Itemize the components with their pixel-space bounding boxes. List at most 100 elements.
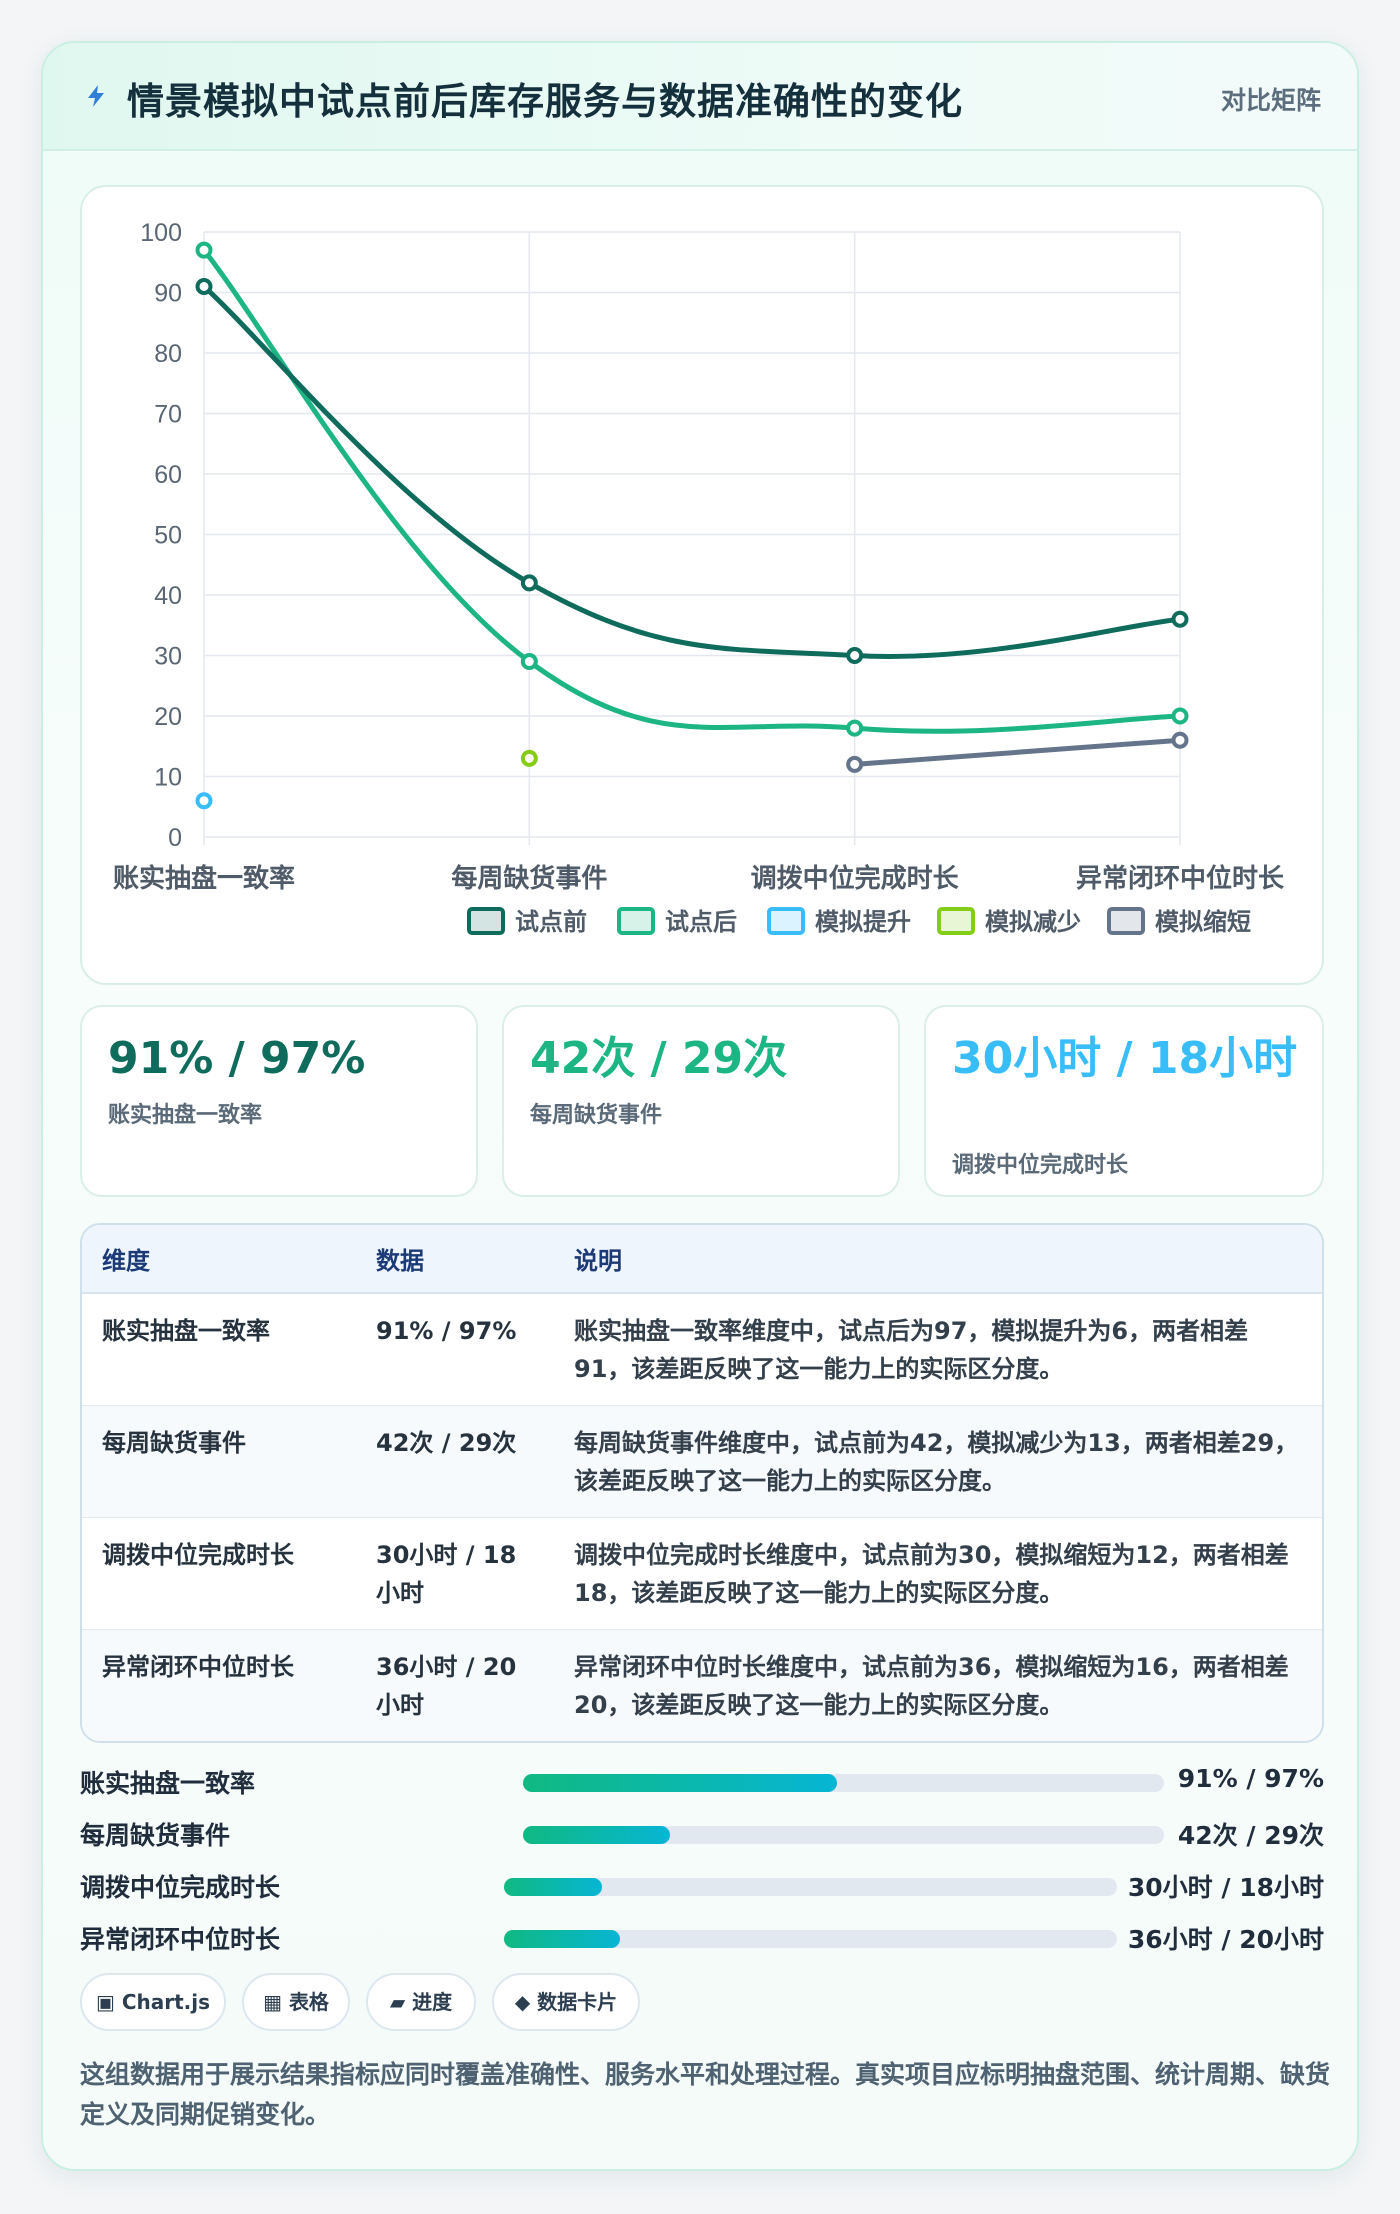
progress-fill bbox=[523, 1774, 838, 1792]
progress-value: 36小时 / 20小时 bbox=[1127, 1925, 1324, 1954]
pill-label: 进度 bbox=[412, 1990, 453, 2014]
data-point bbox=[520, 653, 538, 671]
y-tick-label: 100 bbox=[140, 219, 182, 247]
legend-label: 试点前 bbox=[515, 908, 587, 936]
kpi-value: 30小时 / 18小时 bbox=[952, 1033, 1298, 1084]
series-line bbox=[201, 283, 1183, 659]
pill-label: 表格 bbox=[288, 1990, 329, 2014]
pill-progress[interactable]: ▰ 进度 bbox=[366, 1973, 476, 2031]
progress-label: 每周缺货事件 bbox=[80, 1821, 231, 1850]
y-tick-label: 40 bbox=[154, 582, 182, 610]
cell-dimension: 账实抽盘一致率 bbox=[82, 1293, 356, 1406]
legend-label: 模拟缩短 bbox=[1155, 908, 1251, 936]
y-tick-label: 30 bbox=[154, 643, 182, 671]
line-chart: 0 10 20 30 40 50 60 70 80 90 100 账实抽盘一致率 每周缺货事件 调拨中位完… bbox=[113, 219, 1285, 936]
table-row: 每周缺货事件 42次 / 29次 每周缺货事件维度中，试点前为42，模拟减少为1… bbox=[82, 1405, 1322, 1518]
cell-description: 异常闭环中位时长维度中，试点前为36，模拟缩短为16，两者相差20，该差距反映了… bbox=[554, 1629, 1322, 1741]
legend-swatch bbox=[1107, 907, 1145, 935]
footnote: 这组数据用于展示结果指标应同时覆盖准确性、服务水平和处理过程。真实项目应标明抽盘… bbox=[80, 2060, 1331, 2129]
cell-data: 30小时 / 18小时 bbox=[356, 1517, 554, 1630]
x-tick-label: 调拨中位完成时长 bbox=[751, 863, 960, 894]
data-point bbox=[195, 792, 213, 810]
progress-row-exception: 异常闭环中位时长 36小时 / 20小时 bbox=[80, 1918, 1324, 1958]
chart-icon: ▣ bbox=[95, 1990, 115, 2014]
cell-data: 91% / 97% bbox=[356, 1293, 554, 1406]
progress-fill bbox=[523, 1826, 671, 1844]
data-point bbox=[195, 277, 213, 295]
main-card: 情景模拟中试点前后库存服务与数据准确性的变化 对比矩阵 0 10 20 30 40 50 6… bbox=[41, 41, 1359, 2171]
progress-track bbox=[523, 1774, 1164, 1792]
pill-label: 数据卡片 bbox=[537, 1990, 618, 2014]
kpi-value: 91% / 97% bbox=[108, 1033, 366, 1084]
cell-description: 每周缺货事件维度中，试点前为42，模拟减少为13，两者相差29，该差距反映了这一… bbox=[554, 1405, 1322, 1518]
series-line bbox=[201, 247, 1183, 734]
y-tick-label: 80 bbox=[154, 340, 182, 368]
data-point bbox=[1171, 610, 1189, 628]
legend-swatch bbox=[617, 907, 655, 935]
progress-value: 91% / 97% bbox=[1177, 1764, 1324, 1793]
column-header: 数据 bbox=[356, 1225, 554, 1294]
progress-fill bbox=[504, 1930, 621, 1948]
x-tick-label: 每周缺货事件 bbox=[451, 863, 607, 894]
pill-label: Chart.js bbox=[121, 1990, 211, 2014]
cell-data: 36小时 / 20小时 bbox=[356, 1629, 554, 1741]
table-header-row: 维度 数据 说明 bbox=[82, 1225, 1322, 1294]
cell-description: 账实抽盘一致率维度中，试点后为97，模拟提升为6，两者相差91，该差距反映了这一… bbox=[554, 1293, 1322, 1406]
view-tag: 对比矩阵 bbox=[1220, 86, 1321, 115]
series-line bbox=[852, 737, 1183, 767]
x-tick-label: 账实抽盘一致率 bbox=[113, 863, 295, 894]
cell-data: 42次 / 29次 bbox=[356, 1405, 554, 1518]
y-tick-label: 70 bbox=[154, 401, 182, 429]
header: 情景模拟中试点前后库存服务与数据准确性的变化 对比矩阵 bbox=[43, 43, 1357, 151]
cell-dimension: 异常闭环中位时长 bbox=[82, 1629, 356, 1741]
progress-label: 调拨中位完成时长 bbox=[80, 1873, 281, 1902]
y-tick-label: 10 bbox=[154, 764, 182, 792]
kpi-card-transfer: 30小时 / 18小时 调拨中位完成时长 bbox=[924, 1005, 1324, 1197]
pill-table[interactable]: ▦ 表格 bbox=[242, 1973, 350, 2031]
progress-fill bbox=[504, 1878, 603, 1896]
progress-track bbox=[504, 1878, 1117, 1896]
kpi-card-stockout: 42次 / 29次 每周缺货事件 bbox=[502, 1005, 900, 1197]
legend-label: 模拟减少 bbox=[985, 908, 1081, 936]
data-point bbox=[1171, 731, 1189, 749]
table-row: 账实抽盘一致率 91% / 97% 账实抽盘一致率维度中，试点后为97，模拟提升… bbox=[82, 1293, 1322, 1406]
data-point bbox=[195, 241, 213, 259]
progress-value: 30小时 / 18小时 bbox=[1127, 1873, 1324, 1902]
kpi-label: 调拨中位完成时长 bbox=[952, 1153, 1129, 1178]
y-tick-label: 50 bbox=[154, 522, 182, 550]
data-point bbox=[1171, 707, 1189, 725]
legend-label: 试点后 bbox=[665, 908, 737, 936]
diamond-icon: ◆ bbox=[514, 1990, 531, 2014]
x-tick-label: 异常闭环中位时长 bbox=[1076, 863, 1285, 894]
legend-swatch bbox=[467, 907, 505, 935]
data-point bbox=[520, 749, 538, 767]
lightning-icon bbox=[88, 85, 104, 107]
y-tick-label: 0 bbox=[168, 824, 182, 852]
legend-label: 模拟提升 bbox=[815, 908, 911, 936]
pill-data-cards[interactable]: ◆ 数据卡片 bbox=[492, 1973, 640, 2031]
data-point bbox=[846, 647, 864, 664]
data-point bbox=[846, 719, 864, 737]
comparison-table: 维度 数据 说明 账实抽盘一致率 91% / 97% 账实抽盘一致率维度中，试点… bbox=[80, 1223, 1324, 1743]
kpi-label: 每周缺货事件 bbox=[530, 1103, 663, 1128]
legend-swatch bbox=[767, 907, 805, 935]
y-tick-label: 90 bbox=[154, 280, 182, 308]
table-row: 调拨中位完成时长 30小时 / 18小时 调拨中位完成时长维度中，试点前为30，… bbox=[82, 1517, 1322, 1630]
legend-swatch bbox=[937, 907, 975, 935]
table-icon: ▦ bbox=[263, 1990, 282, 2014]
kpi-value: 42次 / 29次 bbox=[530, 1033, 788, 1084]
data-point bbox=[846, 755, 864, 773]
cell-dimension: 调拨中位完成时长 bbox=[82, 1517, 356, 1630]
progress-label: 异常闭环中位时长 bbox=[80, 1925, 281, 1954]
progress-row-transfer: 调拨中位完成时长 30小时 / 18小时 bbox=[80, 1866, 1324, 1906]
progress-row-stockout: 每周缺货事件 42次 / 29次 bbox=[80, 1814, 1324, 1854]
progress-track bbox=[523, 1826, 1164, 1844]
progress-value: 42次 / 29次 bbox=[1177, 1821, 1324, 1850]
pill-chartjs[interactable]: ▣ Chart.js bbox=[80, 1973, 226, 2031]
y-tick-label: 20 bbox=[154, 703, 182, 731]
table-row: 异常闭环中位时长 36小时 / 20小时 异常闭环中位时长维度中，试点前为36，… bbox=[82, 1629, 1322, 1741]
kpi-card-accuracy: 91% / 97% 账实抽盘一致率 bbox=[80, 1005, 478, 1197]
chart-panel: 0 10 20 30 40 50 60 70 80 90 100 账实抽盘一致率 每周缺货事件 调拨中位完… bbox=[80, 185, 1324, 985]
data-point bbox=[520, 574, 538, 592]
progress-track bbox=[504, 1930, 1117, 1948]
